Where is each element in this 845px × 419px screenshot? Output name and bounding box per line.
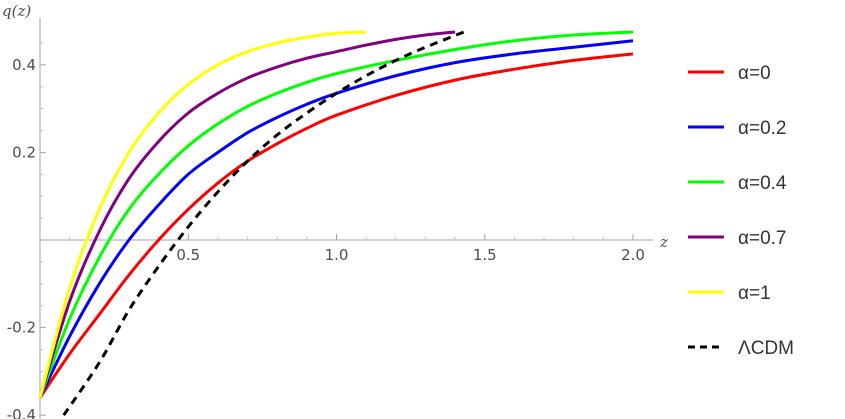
legend-label-1: α=0.2 [738,118,787,139]
x-tick-label: 1.0 [325,246,349,264]
series-line-3 [38,30,456,399]
y-tick-label: 0.4 [12,56,36,74]
y-tick-label: 0.2 [12,143,36,161]
legend: α=0 α=0.2 α=0.4 α=0.7 α=1 ΛCDM [688,63,794,359]
series-line-4 [38,30,367,399]
x-tick-label: 2.0 [621,246,645,264]
legend-label-0: α=0 [738,63,771,84]
x-tick-label: 1.5 [473,246,497,264]
y-tick-label: -0.2 [7,319,36,337]
legend-label-2: α=0.4 [738,173,787,194]
y-axis-label: q(z) [2,2,31,20]
series-line-1 [38,39,634,399]
series-line-0 [38,52,634,399]
legend-label-3: α=0.7 [738,228,787,249]
axes [39,17,653,419]
tick-labels: 0.5 1.0 1.5 2.0 0.4 0.2 -0.2 -0.4 [7,56,645,419]
series-group [38,30,634,417]
y-tick-label: -0.4 [7,406,36,419]
series-line-5 [62,30,465,417]
x-tick-label: 0.5 [176,246,200,264]
legend-label-5: ΛCDM [738,338,794,359]
series-line-2 [38,30,634,399]
x-axis-label: z [659,233,668,251]
legend-label-4: α=1 [738,283,771,304]
